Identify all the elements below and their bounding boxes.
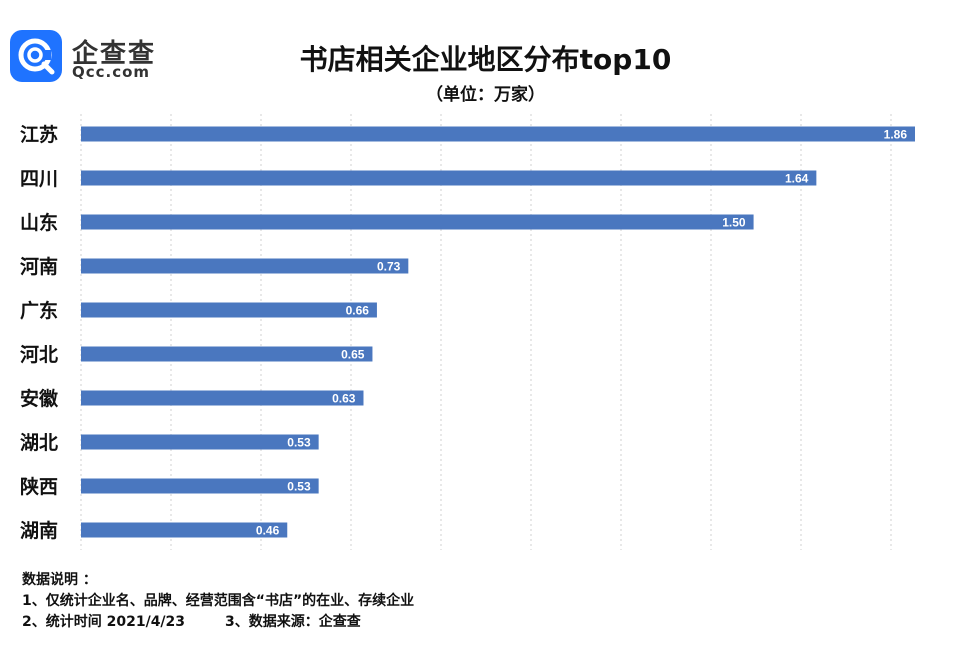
category-label: 广东 xyxy=(20,299,58,322)
category-label: 河北 xyxy=(20,344,58,366)
bar xyxy=(81,170,817,186)
category-label: 陕西 xyxy=(20,475,58,498)
bar xyxy=(81,126,915,142)
data-label: 1.86 xyxy=(884,128,908,142)
bar xyxy=(81,522,288,538)
brand-url: Qcc.com xyxy=(72,63,151,81)
notes-heading: 数据说明 ： xyxy=(22,572,97,588)
data-label: 0.66 xyxy=(346,304,370,318)
data-label: 0.63 xyxy=(332,392,356,406)
bar-chart: 江苏 1.86 四川 1.64 山东 1.50 河南 0.73 广东 0.66 河北 0.65 安徽 0.… xyxy=(20,114,915,550)
chart-title: 书店相关企业地区分布top10 xyxy=(299,43,672,76)
category-label: 河南 xyxy=(20,256,58,278)
brand-logo: 企查查 Qcc.com xyxy=(10,30,190,90)
notes-date: 2、统计时间 2021/4/23 xyxy=(22,614,186,630)
category-label: 江苏 xyxy=(20,123,58,146)
data-label: 1.50 xyxy=(722,216,746,230)
category-label: 山东 xyxy=(20,211,58,234)
brand-name: 企查查 xyxy=(72,39,157,69)
data-label: 0.46 xyxy=(256,524,280,538)
data-notes: 数据说明 ： 1、仅统计企业名、品牌、经营范围含“书店”的在业、存续企业 2、统… xyxy=(22,570,414,633)
bar xyxy=(81,214,754,230)
category-label: 湖南 xyxy=(20,520,58,542)
category-label: 安徽 xyxy=(20,387,59,410)
bar xyxy=(81,302,377,318)
chart-subtitle: （单位：万家） xyxy=(426,85,545,105)
bar xyxy=(81,258,409,274)
category-label: 四川 xyxy=(20,168,58,190)
notes-line-1: 1、仅统计企业名、品牌、经营范围含“书店”的在业、存续企业 xyxy=(22,593,415,609)
qcc-logo-icon xyxy=(10,30,62,82)
notes-source: 3、数据来源：企查查 xyxy=(225,614,361,630)
bar xyxy=(81,478,319,494)
data-label: 0.53 xyxy=(287,436,311,450)
category-label: 湖北 xyxy=(20,432,58,454)
data-label: 1.64 xyxy=(785,172,809,186)
bar xyxy=(81,434,319,450)
bar xyxy=(81,346,373,362)
bar xyxy=(81,390,364,406)
data-label: 0.65 xyxy=(341,348,365,362)
notes-line-2: 2、统计时间 2021/4/23 3、数据来源：企查查 xyxy=(22,612,414,633)
data-label: 0.53 xyxy=(287,480,311,494)
data-label: 0.73 xyxy=(377,260,401,274)
